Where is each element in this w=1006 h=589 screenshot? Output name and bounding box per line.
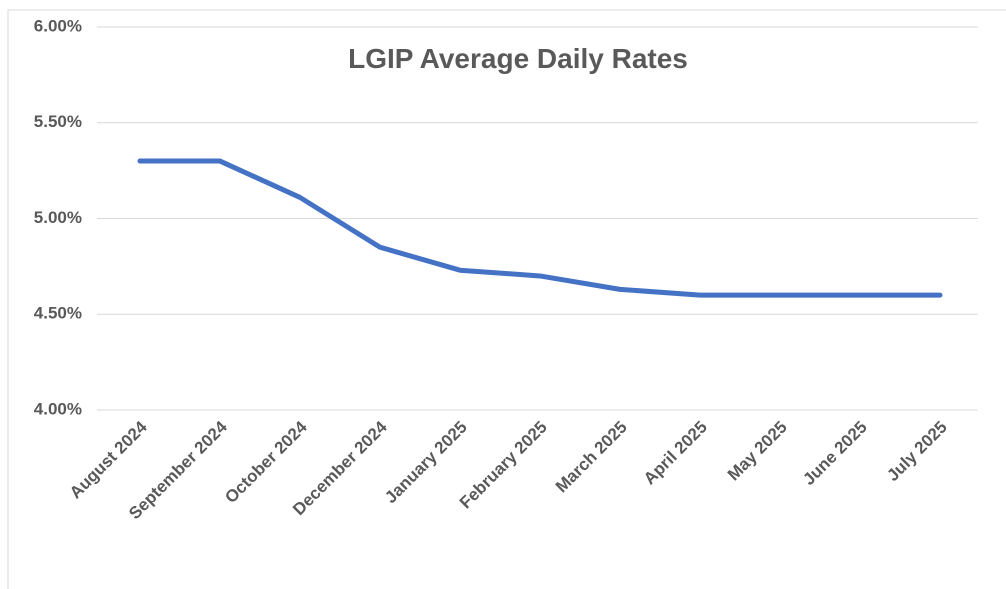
y-tick-label: 4.50% — [34, 304, 82, 323]
y-tick-label: 5.50% — [34, 112, 82, 131]
y-tick-label: 4.00% — [34, 399, 82, 418]
x-tick-label: August 2024 — [66, 417, 151, 502]
x-tick-label: July 2025 — [883, 417, 951, 485]
line-series — [137, 158, 943, 298]
x-tick-label: June 2025 — [799, 417, 871, 489]
x-tick-label: February 2025 — [456, 417, 551, 512]
x-tick-label: January 2025 — [381, 417, 471, 507]
chart-border — [7, 9, 1006, 589]
x-tick-label: March 2025 — [552, 417, 631, 496]
chart-title: LGIP Average Daily Rates — [348, 43, 688, 74]
x-tick-label: April 2025 — [640, 417, 711, 488]
y-tick-label: 5.00% — [34, 208, 82, 227]
y-tick-label: 6.00% — [34, 16, 82, 35]
x-tick-label: October 2024 — [221, 417, 311, 507]
x-tick-label: May 2025 — [724, 417, 791, 484]
